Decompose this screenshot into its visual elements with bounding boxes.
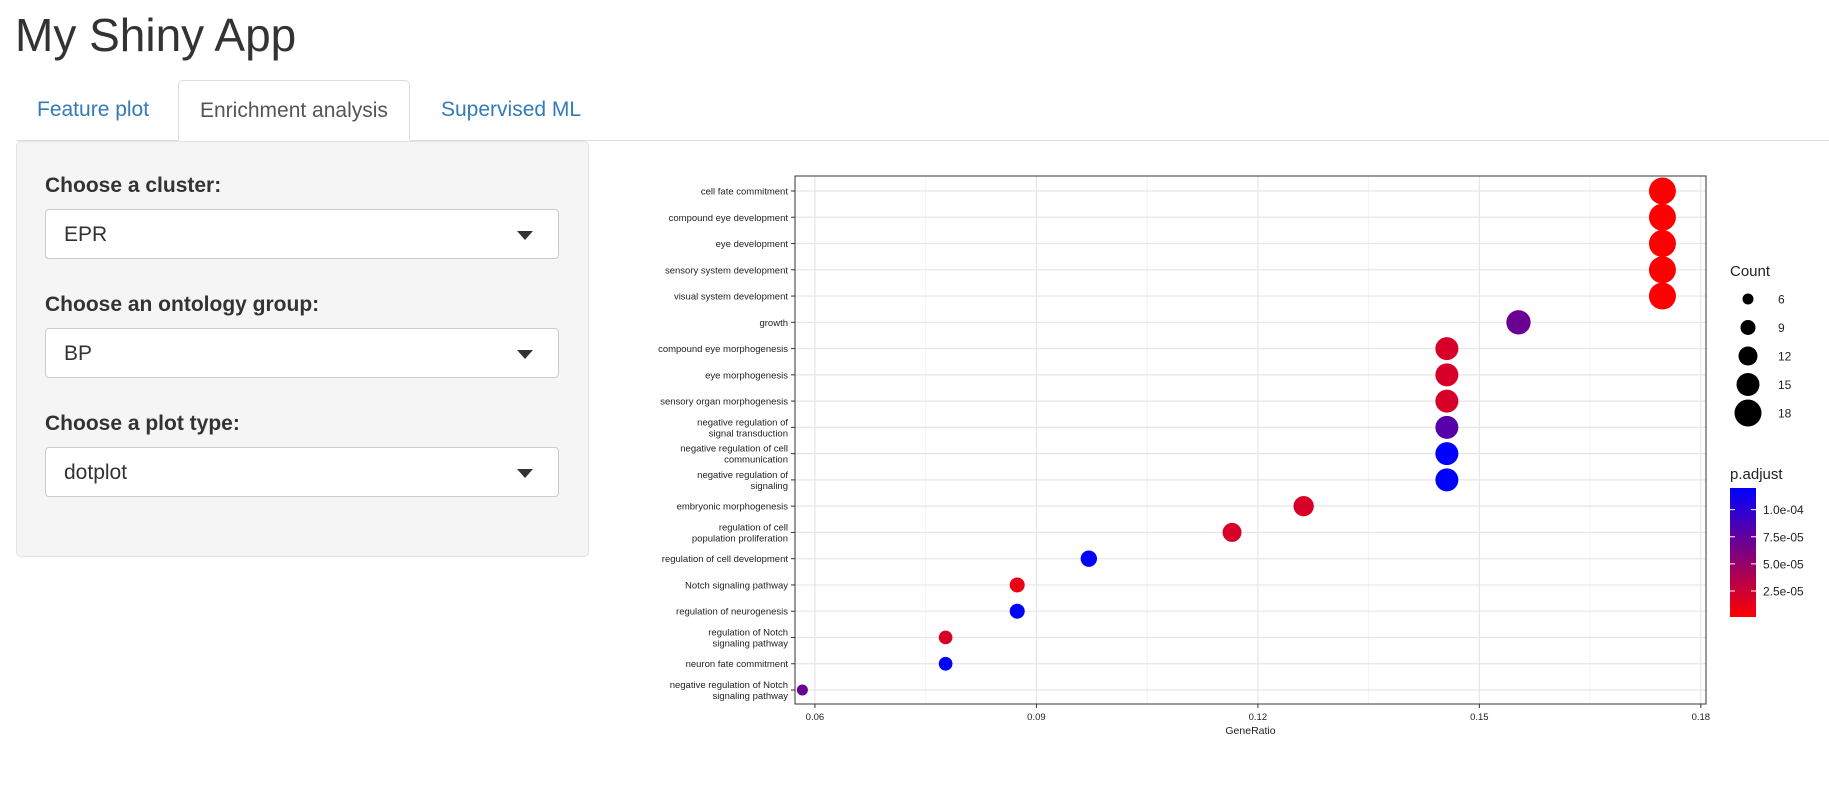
dot-point [938, 656, 953, 671]
y-tick-label: growth [759, 318, 788, 329]
y-tick-label: eye morphogenesis [705, 370, 788, 381]
y-tick-label: visual system development [674, 292, 788, 303]
legend-count-title: Count [1730, 263, 1771, 280]
dot-point [1648, 230, 1676, 258]
ontology-select-value: BP [64, 342, 93, 365]
y-tick-label: regulation of cell development [662, 554, 789, 565]
dot-point [1648, 256, 1676, 284]
y-tick-label: neuron fate commitment [686, 659, 789, 670]
legend-size-key [1738, 346, 1758, 366]
y-tick-label: compound eye morphogenesis [658, 344, 788, 355]
dot-point [1435, 389, 1459, 413]
dot-point [1009, 577, 1025, 593]
legend-size-label: 12 [1778, 350, 1792, 364]
ontology-label: Choose an ontology group: [45, 293, 320, 316]
plot-type-select-value: dotplot [64, 461, 128, 484]
dot-point [1648, 203, 1676, 231]
y-tick-label: embryonic morphogenesis [677, 502, 789, 513]
y-tick-label: sensory system development [665, 265, 788, 276]
legend-size-label: 9 [1778, 321, 1785, 335]
ontology-select[interactable]: BP [45, 328, 559, 378]
legend-size-key [1742, 293, 1754, 305]
dot-point [1648, 177, 1676, 205]
y-tick-label: negative regulation of signal transductio… [697, 417, 788, 439]
dot-point [938, 630, 953, 645]
dot-point [1435, 442, 1459, 466]
dot-point [1222, 522, 1242, 542]
legend-size-label: 15 [1778, 378, 1792, 392]
dot-point [1080, 550, 1097, 567]
dot-point [796, 684, 808, 696]
x-tick-label: 0.06 [806, 712, 825, 723]
tab-supervised-ml[interactable]: Supervised ML [441, 98, 582, 121]
caret-down-icon [517, 469, 533, 478]
legend-padj-title: p.adjust [1730, 466, 1783, 483]
y-tick-label: sensory organ morphogenesis [660, 397, 788, 408]
plot-type-label: Choose a plot type: [45, 412, 240, 435]
y-tick-label: regulation of Notch signaling pathway [708, 627, 788, 649]
dot-point [1506, 310, 1531, 335]
y-tick-label: negative regulation of cell communication [680, 444, 788, 466]
x-tick-label: 0.18 [1692, 712, 1711, 723]
dot-point [1648, 282, 1676, 310]
cluster-label: Choose a cluster: [45, 174, 222, 197]
legend-color-label: 5.0e-05 [1763, 557, 1804, 571]
legend-color-label: 7.5e-05 [1763, 530, 1804, 544]
y-tick-label: Notch signaling pathway [685, 580, 788, 591]
legend-size-key [1734, 399, 1762, 427]
legend-size-label: 18 [1778, 407, 1792, 421]
legend-colorbar [1730, 488, 1756, 617]
dot-point [1435, 363, 1459, 387]
legend-size-label: 6 [1778, 293, 1785, 307]
y-tick-label: negative regulation of signaling [697, 470, 788, 492]
x-tick-label: 0.09 [1027, 712, 1046, 723]
legend-color-label: 2.5e-05 [1763, 584, 1804, 598]
dot-point [1293, 495, 1314, 517]
cluster-select-value: EPR [64, 223, 108, 246]
caret-down-icon [517, 350, 533, 359]
y-tick-label: cell fate commitment [701, 187, 788, 198]
tab-enrichment-analysis[interactable]: Enrichment analysis [178, 80, 410, 141]
tab-feature-plot[interactable]: Feature plot [37, 98, 150, 121]
dot-point [1435, 468, 1459, 492]
y-tick-label: regulation of cell population proliferati… [692, 522, 788, 544]
plot-border [794, 175, 1707, 705]
dot-point [1009, 603, 1025, 619]
caret-down-icon [517, 231, 533, 240]
x-tick-label: 0.15 [1470, 712, 1489, 723]
y-tick-label: negative regulation of Notch signaling pa… [670, 680, 789, 702]
dot-point [1435, 415, 1459, 439]
y-tick-label: compound eye development [669, 213, 789, 224]
x-tick-label: 0.12 [1249, 712, 1268, 723]
y-tick-label: regulation of neurogenesis [676, 607, 788, 618]
plot-panel [795, 176, 1706, 704]
sidebar-panel: Choose a cluster: EPR Choose an ontology… [16, 141, 589, 557]
app-title: My Shiny App [15, 9, 297, 61]
legend-size-key [1736, 373, 1760, 396]
tab-bar: Feature plot Enrichment analysis Supervi… [16, 80, 1829, 141]
y-tick-label: eye development [716, 239, 789, 250]
plot-type-select[interactable]: dotplot [45, 447, 559, 497]
x-axis-title: GeneRatio [1225, 725, 1275, 737]
cluster-select[interactable]: EPR [45, 209, 559, 259]
legend-size-key [1740, 320, 1756, 335]
legend-color-label: 1.0e-04 [1763, 503, 1804, 517]
dot-point [1435, 337, 1459, 361]
